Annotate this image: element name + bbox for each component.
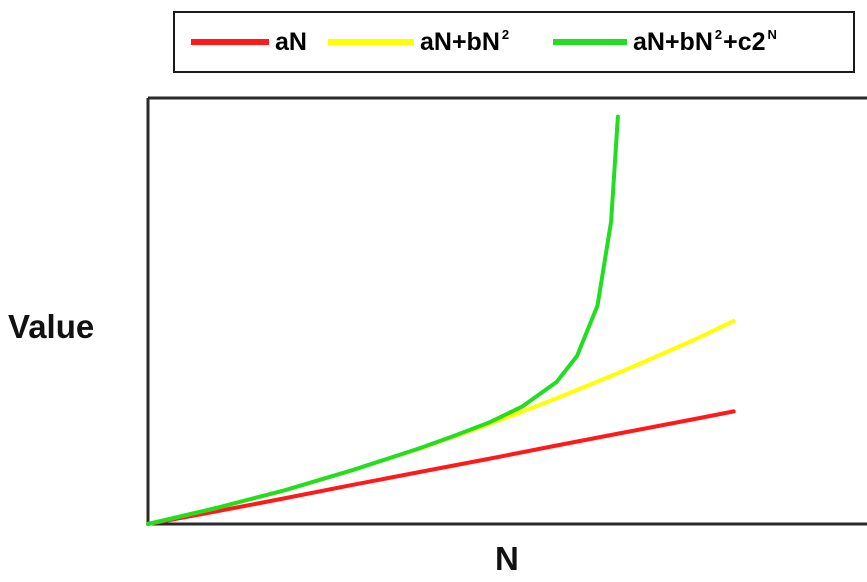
legend-item-an-bn2: aN+bN 2 bbox=[328, 13, 510, 71]
x-axis-label: N bbox=[495, 540, 519, 577]
legend-label-an: aN bbox=[275, 27, 307, 56]
y-axis-label: Value bbox=[8, 308, 95, 345]
legend-item-an: aN bbox=[191, 13, 307, 71]
legend-swatch-red bbox=[191, 39, 269, 45]
legend-label-an-bn2: aN+bN 2 bbox=[420, 27, 510, 56]
legend-label-an-bn2-c2n: aN+bN 2+c2 N bbox=[633, 27, 777, 56]
series-line-1 bbox=[146, 319, 736, 526]
chart-legend: aN aN+bN 2 aN+bN 2+c2 N bbox=[173, 11, 855, 73]
series-line-2 bbox=[146, 114, 620, 526]
legend-swatch-green bbox=[553, 39, 627, 45]
legend-item-an-bn2-c2n: aN+bN 2+c2 N bbox=[553, 13, 778, 71]
legend-swatch-yellow bbox=[328, 39, 414, 45]
series-line-0 bbox=[146, 409, 736, 526]
